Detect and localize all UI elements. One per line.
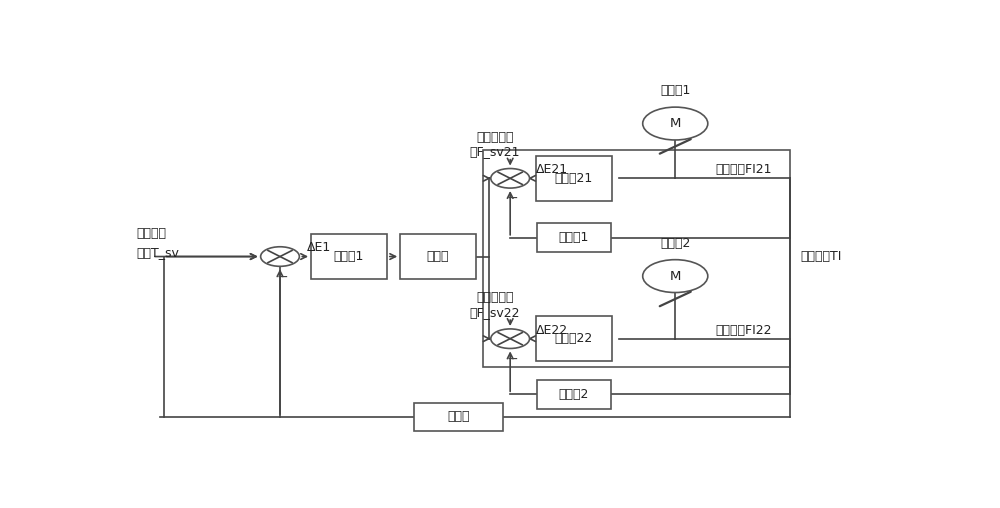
- Text: 量F_sv22: 量F_sv22: [469, 306, 520, 319]
- Circle shape: [491, 329, 530, 348]
- FancyBboxPatch shape: [536, 316, 612, 361]
- FancyBboxPatch shape: [537, 223, 611, 252]
- Circle shape: [643, 107, 708, 140]
- Text: ΔE22: ΔE22: [536, 324, 568, 337]
- Text: 分配器: 分配器: [427, 250, 449, 263]
- Text: 调节阀2: 调节阀2: [660, 237, 690, 250]
- Text: −: −: [507, 352, 518, 366]
- Text: 实际流量FI21: 实际流量FI21: [716, 163, 772, 176]
- Text: 实际流量FI22: 实际流量FI22: [716, 324, 772, 337]
- FancyBboxPatch shape: [400, 234, 476, 279]
- Text: ΔE21: ΔE21: [536, 163, 568, 176]
- Text: 热电偶: 热电偶: [447, 410, 470, 423]
- Circle shape: [261, 247, 299, 266]
- Text: 炉膛目标: 炉膛目标: [137, 227, 167, 240]
- Text: −: −: [277, 269, 288, 283]
- Text: M: M: [670, 270, 681, 282]
- Text: 调节器1: 调节器1: [334, 250, 364, 263]
- Circle shape: [491, 169, 530, 188]
- Text: −: −: [507, 191, 518, 205]
- FancyBboxPatch shape: [537, 379, 611, 409]
- Text: 温度T_sv: 温度T_sv: [137, 246, 180, 259]
- FancyBboxPatch shape: [414, 403, 503, 431]
- Text: ΔE1: ΔE1: [307, 241, 331, 255]
- Text: 流量计2: 流量计2: [559, 388, 589, 401]
- Text: 量F_sv21: 量F_sv21: [469, 145, 520, 158]
- Text: M: M: [670, 117, 681, 130]
- Text: 调节阀1: 调节阀1: [660, 84, 690, 97]
- Text: 煤气目标流: 煤气目标流: [476, 131, 513, 144]
- FancyBboxPatch shape: [311, 234, 387, 279]
- Text: 煤气目标流: 煤气目标流: [476, 291, 513, 304]
- Text: 流量计1: 流量计1: [559, 231, 589, 244]
- Text: 调节器21: 调节器21: [555, 172, 593, 185]
- FancyBboxPatch shape: [536, 156, 612, 201]
- Circle shape: [643, 260, 708, 293]
- Text: 实际温度TI: 实际温度TI: [800, 250, 841, 263]
- Text: 调节器22: 调节器22: [555, 332, 593, 345]
